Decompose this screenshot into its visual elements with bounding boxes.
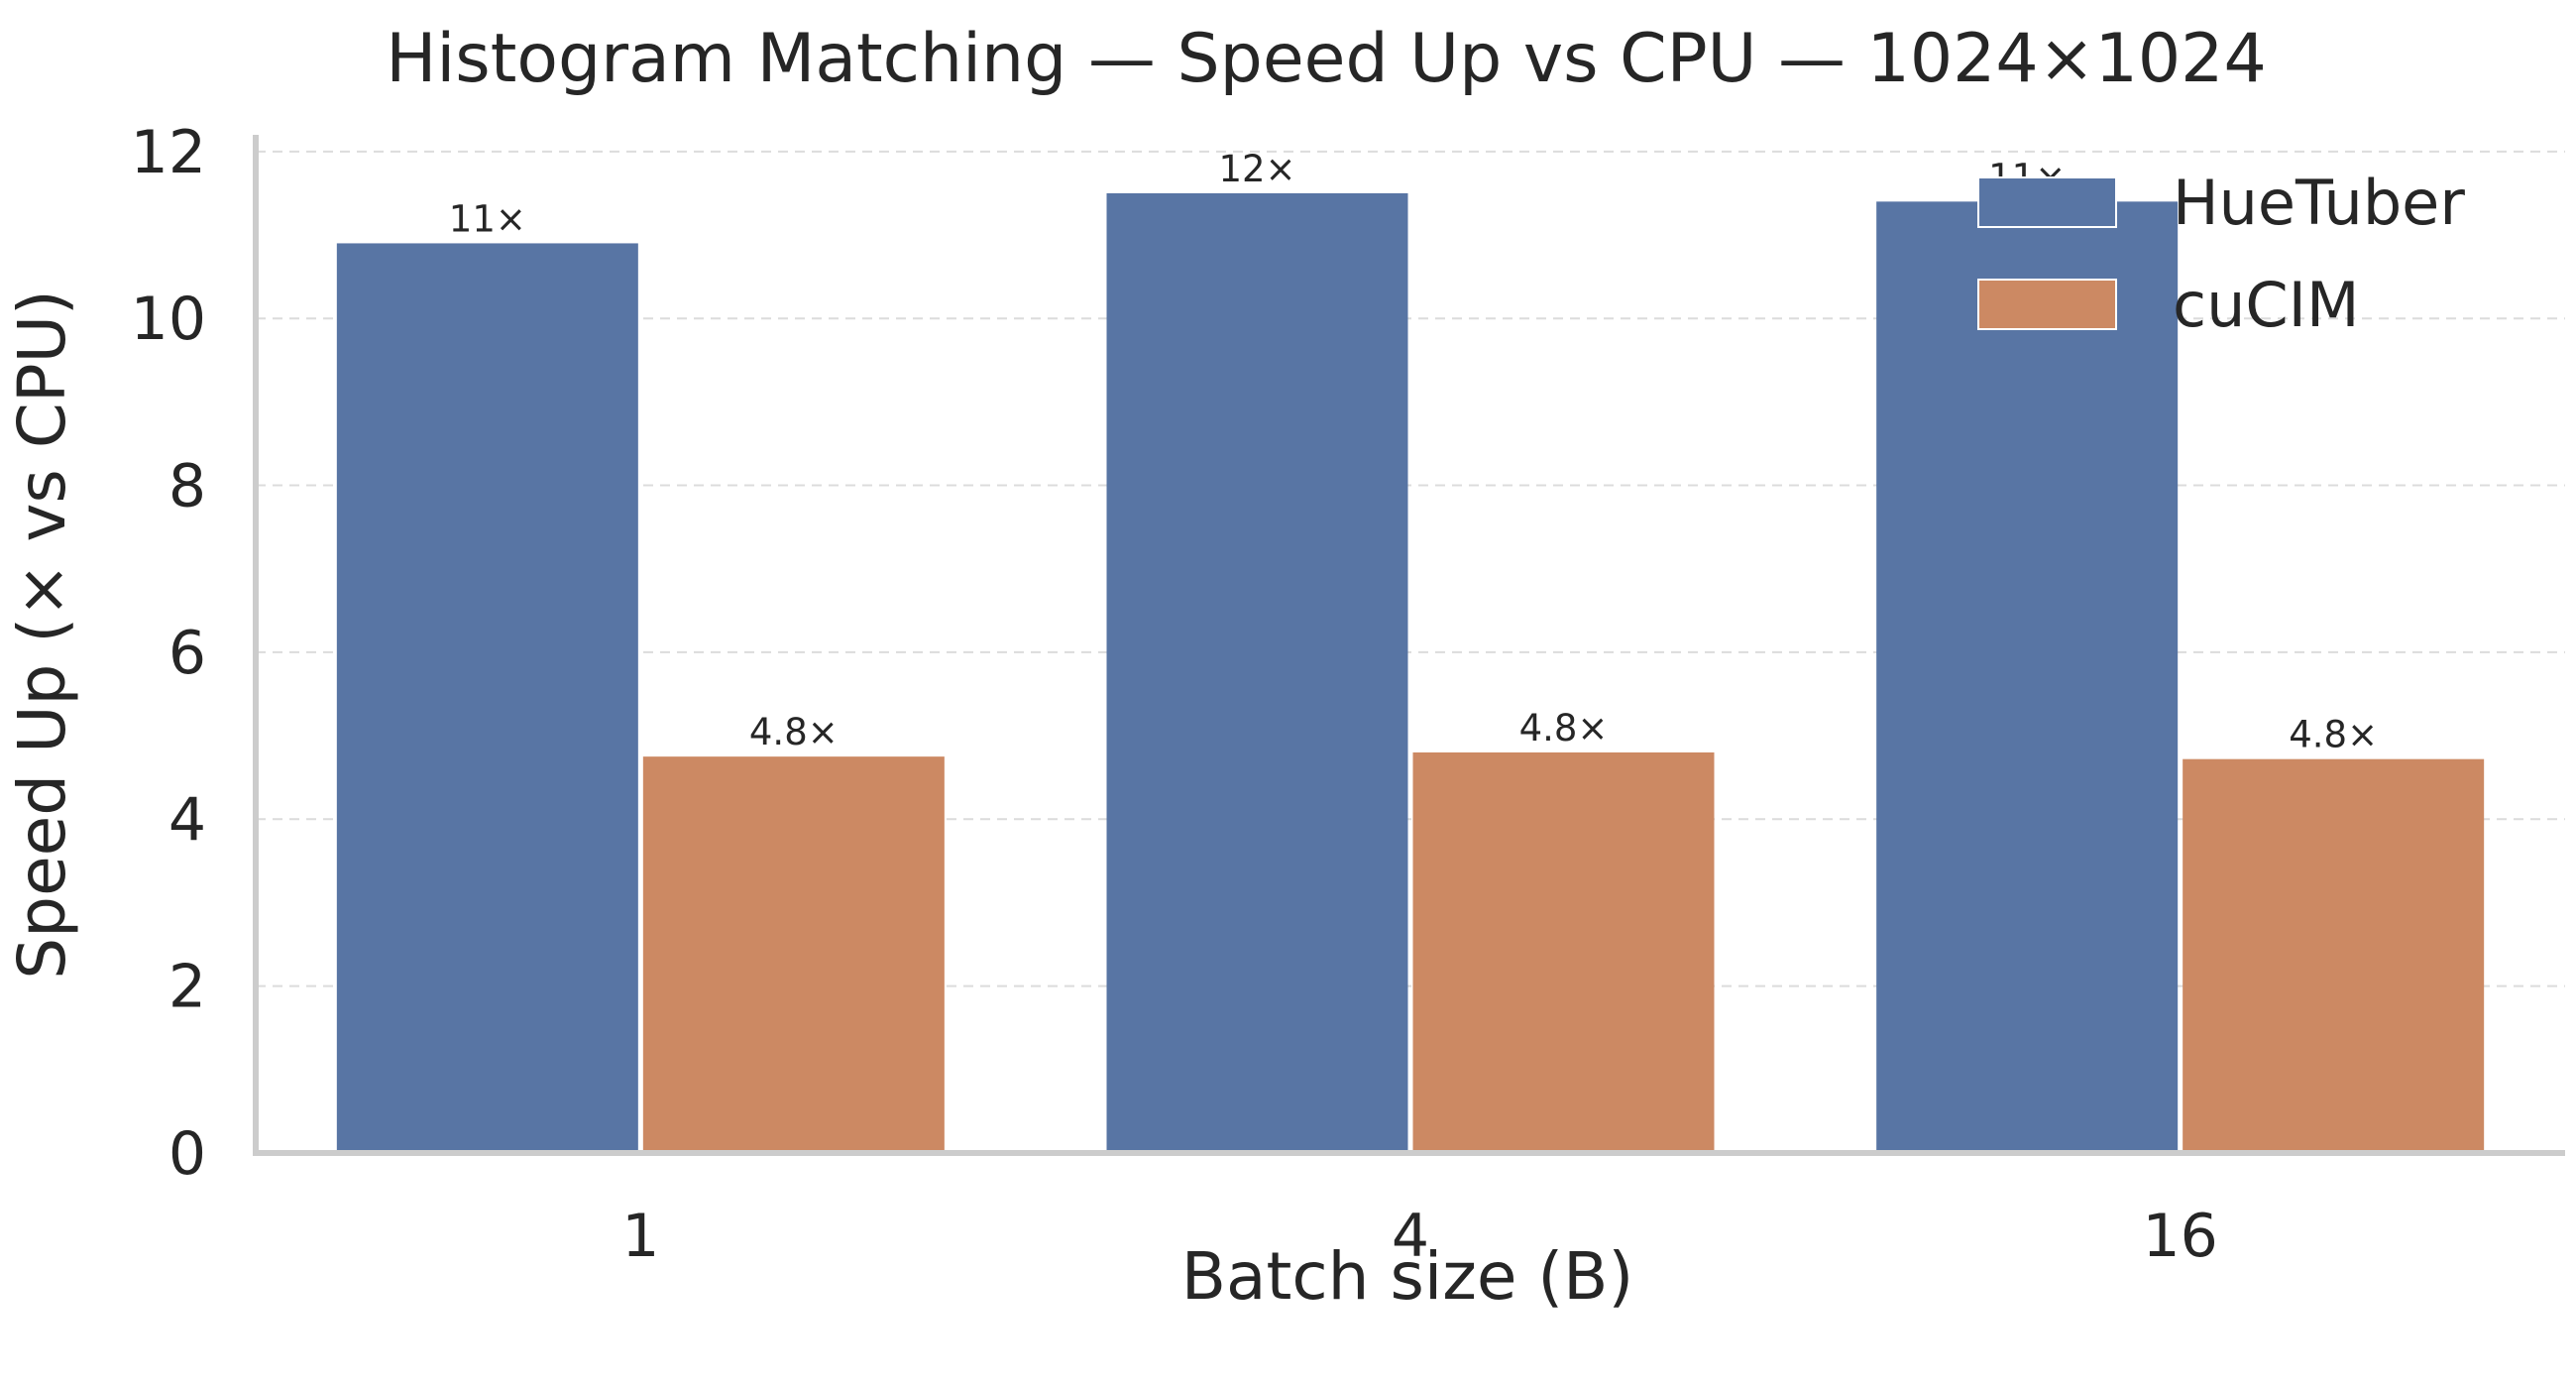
x-tick-label: 4	[1392, 1202, 1429, 1271]
x-tick-labels: 1 4 16	[621, 1202, 2218, 1271]
bar-value-label: 11×	[449, 197, 526, 240]
x-axis-label: Batch size (B)	[1181, 1238, 1633, 1315]
y-tick-label: 2	[168, 953, 206, 1022]
bar-huetuber-16	[1876, 201, 2179, 1154]
bar-value-label: 4.8×	[1519, 707, 1609, 750]
y-tick-label: 12	[131, 118, 206, 187]
axes-spines	[253, 135, 2565, 1156]
x-tick-label: 16	[2142, 1202, 2217, 1271]
bars: 11×4.8×12×4.8×11×4.8×	[336, 148, 2485, 1154]
legend-label-huetuber: HueTuber	[2173, 167, 2465, 239]
bar-value-label: 12×	[1218, 148, 1295, 190]
x-tick-label: 1	[621, 1202, 659, 1271]
gridlines	[256, 150, 2565, 987]
y-tick-label: 4	[168, 785, 206, 855]
y-tick-label: 0	[168, 1119, 206, 1189]
chart-title: Histogram Matching — Speed Up vs CPU — 1…	[386, 20, 2266, 98]
bar-cucim-1	[642, 756, 945, 1153]
bar-huetuber-1	[336, 243, 638, 1153]
legend-swatch-huetuber	[1977, 176, 2117, 228]
bar-cucim-4	[1412, 751, 1715, 1153]
y-tick-label: 6	[168, 619, 206, 688]
legend-swatch-cucim	[1977, 279, 2117, 330]
legend: HueTuber cuCIM	[1977, 167, 2465, 341]
y-tick-label: 8	[168, 452, 206, 521]
y-tick-labels: 0 2 4 6 8 10 12	[131, 118, 206, 1189]
bar-cucim-16	[2183, 758, 2485, 1153]
y-axis-label: Speed Up (× vs CPU)	[4, 289, 80, 979]
bar-huetuber-4	[1106, 192, 1408, 1154]
bar-value-label: 4.8×	[749, 711, 839, 753]
legend-label-cucim: cuCIM	[2173, 269, 2359, 341]
y-tick-label: 10	[131, 285, 206, 354]
bar-value-label: 4.8×	[2289, 714, 2378, 756]
